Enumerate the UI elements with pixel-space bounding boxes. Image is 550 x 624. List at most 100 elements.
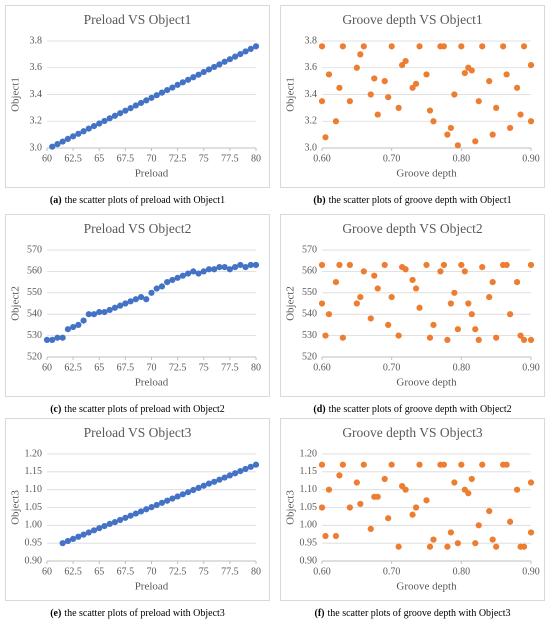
point bbox=[200, 68, 207, 76]
point bbox=[395, 332, 402, 339]
point bbox=[353, 64, 360, 71]
point bbox=[409, 84, 416, 91]
x-axis-label: Groove depth bbox=[396, 168, 457, 180]
point bbox=[96, 120, 103, 127]
point bbox=[395, 104, 402, 111]
point bbox=[174, 493, 181, 500]
point bbox=[399, 264, 406, 271]
point bbox=[388, 293, 395, 301]
point bbox=[49, 336, 56, 343]
point bbox=[205, 480, 213, 487]
panel: Preload VS Object1 3.0 3.2 3.4 3.6 3.8 60 62.5 6… bbox=[5, 5, 270, 206]
point bbox=[381, 78, 388, 85]
point bbox=[371, 75, 378, 82]
point bbox=[465, 300, 472, 307]
chart-title: Groove depth VS Object3 bbox=[342, 425, 483, 440]
point bbox=[486, 293, 493, 301]
y-tick-label: 560 bbox=[27, 266, 42, 277]
point bbox=[416, 461, 423, 468]
x-tick-label: 77.5 bbox=[221, 566, 239, 577]
point bbox=[132, 296, 139, 303]
point bbox=[127, 512, 134, 519]
point bbox=[503, 71, 510, 78]
point bbox=[75, 130, 82, 137]
point bbox=[426, 334, 434, 341]
y-tick-label: 3.6 bbox=[30, 62, 43, 73]
y-axis-label: Object2 bbox=[285, 286, 297, 321]
point bbox=[489, 279, 496, 286]
y-tick-label: 550 bbox=[302, 287, 317, 298]
point bbox=[332, 118, 340, 125]
point bbox=[237, 51, 244, 58]
point bbox=[169, 495, 176, 502]
point bbox=[127, 298, 134, 305]
point bbox=[416, 43, 423, 50]
y-tick-label: 3.4 bbox=[305, 89, 318, 100]
caption: (b) the scatter plots of groove depth wit… bbox=[313, 195, 511, 206]
x-tick-label: 72.5 bbox=[169, 362, 187, 373]
point bbox=[247, 45, 254, 52]
x-tick-label: 0.70 bbox=[383, 362, 401, 373]
point bbox=[237, 261, 244, 269]
point bbox=[395, 543, 402, 550]
point bbox=[479, 43, 486, 50]
point bbox=[195, 484, 202, 491]
point bbox=[332, 532, 340, 540]
x-axis-label: Groove depth bbox=[396, 581, 457, 593]
y-tick-label: 1.20 bbox=[25, 448, 43, 459]
point bbox=[423, 261, 430, 269]
point bbox=[148, 504, 155, 511]
point bbox=[426, 543, 434, 550]
y-axis-label: Object3 bbox=[10, 490, 22, 525]
y-tick-label: 0.95 bbox=[300, 537, 318, 548]
point bbox=[360, 268, 367, 275]
point bbox=[216, 264, 223, 271]
x-tick-label: 67.5 bbox=[117, 153, 135, 164]
x-tick-label: 75 bbox=[199, 362, 209, 373]
x-tick-label: 0.90 bbox=[522, 362, 540, 373]
point bbox=[70, 323, 77, 331]
point bbox=[216, 61, 223, 68]
point bbox=[117, 110, 124, 117]
point bbox=[59, 540, 66, 547]
caption: (e) the scatter plots of preload with Obj… bbox=[50, 608, 225, 619]
point bbox=[322, 134, 329, 141]
point bbox=[169, 276, 176, 284]
x-tick-label: 0.80 bbox=[453, 566, 471, 577]
chart-title: Groove depth VS Object1 bbox=[342, 12, 482, 27]
point bbox=[158, 89, 166, 96]
point bbox=[318, 300, 326, 307]
point bbox=[479, 264, 486, 271]
point bbox=[461, 70, 468, 77]
point bbox=[54, 334, 61, 341]
point bbox=[360, 43, 367, 50]
point bbox=[412, 504, 420, 511]
y-tick-label: 520 bbox=[302, 351, 317, 362]
point bbox=[90, 122, 98, 130]
point bbox=[232, 264, 239, 271]
panel: Groove depth VS Object2 520 530 540 550 560 57… bbox=[280, 214, 545, 415]
point bbox=[252, 461, 260, 468]
panel: Groove depth VS Object3 0.90 0.95 1.00 1.05 1… bbox=[280, 418, 545, 619]
point bbox=[200, 268, 207, 275]
point bbox=[399, 61, 406, 69]
y-tick-label: 530 bbox=[302, 330, 317, 341]
y-axis-label: Object1 bbox=[10, 77, 22, 112]
point bbox=[426, 107, 434, 114]
point bbox=[169, 84, 176, 91]
y-tick-label: 0.90 bbox=[300, 555, 318, 566]
y-tick-label: 570 bbox=[27, 244, 42, 255]
point bbox=[385, 94, 392, 101]
point bbox=[527, 529, 535, 536]
x-tick-label: 0.80 bbox=[453, 153, 471, 164]
point bbox=[247, 463, 254, 470]
point bbox=[179, 491, 186, 498]
point bbox=[423, 497, 430, 504]
point bbox=[458, 43, 465, 50]
point bbox=[318, 504, 326, 511]
x-axis-label: Preload bbox=[135, 581, 169, 593]
point bbox=[64, 537, 71, 545]
point bbox=[507, 518, 514, 525]
caption-text: the scatter plots of preload with Object… bbox=[64, 404, 225, 415]
point bbox=[153, 501, 160, 509]
